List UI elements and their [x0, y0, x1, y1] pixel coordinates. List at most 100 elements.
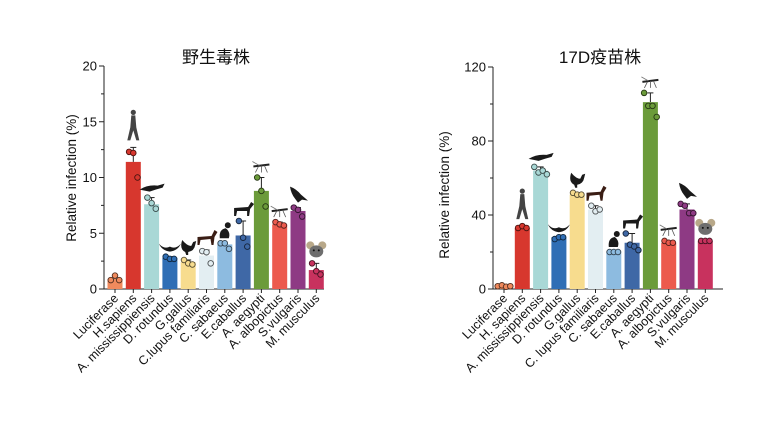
alligator-body	[139, 183, 165, 192]
mosquito-wing	[270, 205, 278, 211]
horse-body	[623, 214, 644, 229]
data-point	[221, 240, 229, 247]
bar	[235, 235, 251, 289]
y-tick-label: 120	[464, 60, 486, 75]
data-point	[130, 149, 137, 157]
data-point	[244, 243, 251, 250]
data-point	[235, 217, 243, 225]
human-body	[516, 194, 529, 220]
data-point	[706, 237, 713, 245]
monkey-head	[224, 222, 231, 229]
monkey-icon	[608, 231, 620, 247]
mosquito-icon	[659, 224, 677, 237]
data-point	[653, 113, 660, 121]
bar	[272, 224, 288, 289]
y-tick-label: 0	[90, 282, 97, 297]
data-point	[531, 163, 538, 171]
mosquito-leg	[662, 229, 667, 237]
data-point	[614, 248, 622, 256]
data-point	[239, 234, 247, 241]
rooster-body	[181, 240, 197, 256]
monkey-head	[613, 231, 620, 237]
y-tick-label: 20	[83, 59, 97, 74]
bird-icon	[679, 182, 697, 199]
mosquito-leg	[282, 209, 287, 218]
data-point	[622, 230, 630, 237]
data-point	[559, 233, 567, 241]
bar	[588, 209, 603, 289]
bar	[514, 227, 530, 289]
mosquito-leg	[264, 165, 268, 173]
data-point	[148, 199, 155, 207]
dog-icon	[586, 185, 607, 201]
dog-body	[197, 229, 218, 245]
chart-title: 野生毒株	[182, 48, 250, 67]
data-point	[507, 282, 514, 290]
y-tick-label: 40	[472, 208, 486, 223]
data-point	[107, 276, 115, 284]
horse-icon	[623, 214, 644, 229]
bat-body	[547, 224, 570, 233]
mosquito-leg	[273, 210, 278, 218]
data-point	[225, 245, 233, 253]
data-point	[207, 260, 214, 267]
bird-icon	[290, 186, 308, 203]
alligator-icon	[139, 183, 165, 192]
data-point	[539, 167, 546, 174]
data-point	[258, 187, 265, 195]
human-body	[127, 115, 140, 141]
alligator-icon	[528, 152, 554, 161]
data-point	[308, 260, 316, 267]
mouse-icon	[306, 241, 327, 258]
bar	[533, 170, 549, 289]
mouse-head	[309, 245, 324, 258]
y-axis-label: Relative infection (%)	[437, 131, 452, 259]
data-point	[262, 203, 269, 210]
rooster-icon	[181, 240, 197, 256]
data-point	[523, 224, 530, 232]
data-point	[690, 209, 697, 217]
monkey-body	[608, 237, 619, 247]
data-point	[134, 174, 141, 181]
bar	[162, 257, 178, 289]
dog-body	[586, 185, 607, 201]
human-icon	[516, 188, 529, 220]
y-tick-label: 15	[83, 114, 97, 129]
bar	[290, 210, 306, 289]
bar	[606, 252, 622, 289]
bat-body	[158, 243, 181, 252]
bar	[253, 190, 269, 289]
data-point	[253, 174, 261, 181]
data-point	[669, 239, 677, 246]
mouse-icon	[695, 218, 716, 235]
chart-wild-strain: 野生毒株 Relative infection (%) 05101520Luci…	[64, 48, 327, 375]
y-tick-label: 80	[472, 134, 486, 149]
bird-body	[679, 182, 697, 199]
data-point	[640, 89, 648, 97]
data-point	[152, 205, 160, 212]
data-point	[635, 246, 642, 254]
data-point	[317, 271, 324, 278]
mosquito-leg	[653, 80, 657, 89]
bar	[107, 278, 123, 289]
horse-body	[234, 201, 255, 216]
data-point	[180, 256, 188, 264]
monkey-body	[219, 228, 230, 239]
data-point	[280, 222, 288, 229]
bar	[144, 204, 160, 289]
mosquito-leg	[255, 166, 259, 173]
data-point	[630, 243, 638, 250]
dog-icon	[197, 229, 218, 245]
data-point	[115, 276, 123, 284]
bar	[551, 237, 567, 289]
bar	[569, 194, 585, 289]
data-point	[203, 248, 210, 256]
data-point	[313, 267, 320, 275]
mosquito-icon	[641, 76, 659, 89]
data-point	[578, 191, 585, 198]
y-tick-label: 0	[479, 282, 486, 297]
human-head	[519, 188, 525, 194]
chart-title: 17D疫苗株	[559, 48, 641, 67]
